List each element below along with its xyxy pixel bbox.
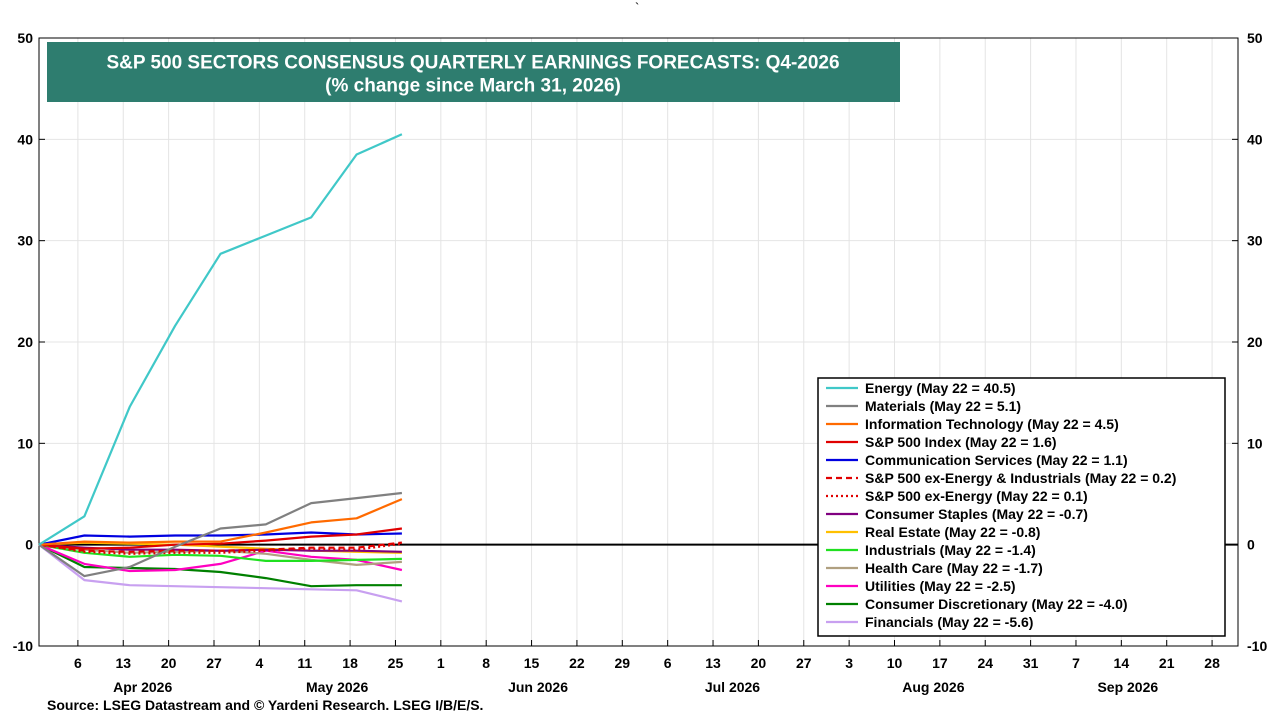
x-tick-label: 3 (845, 655, 853, 671)
x-tick-label: 7 (1072, 655, 1080, 671)
legend-entry: Communication Services (May 22 = 1.1) (865, 452, 1128, 468)
x-tick-label: 20 (161, 655, 177, 671)
y-tick-label: 50 (1247, 30, 1263, 46)
x-tick-label: 27 (206, 655, 222, 671)
x-tick-label: 13 (115, 655, 131, 671)
title-background (47, 42, 900, 102)
x-axis-months: Apr 2026 May 2026 Jun 2026 Jul 2026 Aug 2026… (113, 679, 1158, 695)
x-tick-label: 29 (615, 655, 631, 671)
x-tick-label: 25 (388, 655, 404, 671)
y-axis-right: -10 0 10 20 30 40 50 (1232, 30, 1267, 654)
x-tick-label: 28 (1204, 655, 1220, 671)
top-mark: ` (635, 0, 640, 15)
legend-entry: Energy (May 22 = 40.5) (865, 380, 1016, 396)
x-month-label: Apr 2026 (113, 679, 172, 695)
source-note: Source: LSEG Datastream and © Yardeni Re… (47, 697, 484, 713)
y-tick-label: 50 (17, 30, 33, 46)
series-line (38, 491, 403, 578)
y-tick-label: 10 (17, 435, 33, 451)
legend-entry: Consumer Staples (May 22 = -0.7) (865, 506, 1088, 522)
series-lines (38, 133, 403, 603)
legend-entry: Health Care (May 22 = -1.7) (865, 560, 1043, 576)
y-tick-label: 20 (1247, 334, 1263, 350)
legend-entry: Information Technology (May 22 = 4.5) (865, 416, 1119, 432)
legend-entry: Industrials (May 22 = -1.4) (865, 542, 1036, 558)
x-tick-label: 21 (1159, 655, 1175, 671)
x-month-label: Sep 2026 (1097, 679, 1158, 695)
legend-entry: Utilities (May 22 = -2.5) (865, 578, 1016, 594)
series-line (38, 498, 403, 546)
x-axis: 6 13 20 27 4 11 18 25 1 8 15 22 29 6 13 20 27 3 10 17 24 31 7 1… (74, 640, 1220, 671)
x-tick-label: 1 (437, 655, 445, 671)
x-tick-label: 27 (796, 655, 812, 671)
legend-box (817, 377, 1226, 637)
x-tick-label: 11 (297, 655, 312, 671)
y-tick-label: 10 (1247, 435, 1263, 451)
x-month-label: Aug 2026 (902, 679, 964, 695)
series-line (38, 531, 402, 546)
x-tick-label: 6 (664, 655, 672, 671)
legend-entry: Consumer Discretionary (May 22 = -4.0) (865, 596, 1128, 612)
legend-entry: Real Estate (May 22 = -0.8) (865, 524, 1040, 540)
legend-entry: S&P 500 ex-Energy & Industrials (May 22 … (865, 470, 1176, 486)
series-line (38, 543, 403, 603)
x-tick-label: 22 (569, 655, 585, 671)
x-tick-label: 20 (751, 655, 767, 671)
y-tick-label: -10 (1247, 638, 1267, 654)
series-line (38, 133, 403, 546)
x-tick-label: 24 (977, 655, 993, 671)
y-tick-label: 20 (17, 334, 33, 350)
y-tick-label: 30 (17, 233, 33, 249)
x-month-label: Jul 2026 (705, 679, 760, 695)
legend-entry: S&P 500 Index (May 22 = 1.6) (865, 434, 1057, 450)
y-tick-label: -10 (13, 638, 33, 654)
series-line (38, 541, 403, 553)
y-tick-label: 0 (25, 537, 33, 553)
y-tick-label: 0 (1247, 537, 1255, 553)
chart-title: S&P 500 SECTORS CONSENSUS QUARTERLY EARN… (106, 53, 839, 74)
y-tick-label: 40 (17, 131, 33, 147)
x-tick-label: 13 (705, 655, 721, 671)
x-tick-label: 6 (74, 655, 82, 671)
x-month-label: May 2026 (306, 679, 368, 695)
chart-subtitle: (% change since March 31, 2026) (325, 76, 621, 97)
x-tick-label: 10 (887, 655, 903, 671)
x-tick-label: 15 (524, 655, 540, 671)
series-line (38, 542, 403, 555)
x-tick-label: 4 (255, 655, 263, 671)
y-axis-left: -10 0 10 20 30 40 50 (13, 30, 45, 654)
legend-entry: Financials (May 22 = -5.6) (865, 614, 1033, 630)
series-line (38, 543, 402, 563)
y-tick-label: 30 (1247, 233, 1263, 249)
series-line (38, 543, 403, 573)
series-line (38, 527, 403, 550)
legend: Energy (May 22 = 40.5) Materials (May 22 … (817, 377, 1226, 637)
x-tick-label: 17 (932, 655, 948, 671)
y-tick-label: 40 (1247, 131, 1263, 147)
x-month-label: Jun 2026 (508, 679, 568, 695)
title-box: S&P 500 SECTORS CONSENSUS QUARTERLY EARN… (47, 42, 900, 102)
x-tick-label: 18 (342, 655, 358, 671)
x-tick-label: 8 (482, 655, 490, 671)
x-tick-label: 14 (1114, 655, 1130, 671)
legend-entry: S&P 500 ex-Energy (May 22 = 0.1) (865, 488, 1088, 504)
x-tick-label: 31 (1023, 655, 1039, 671)
legend-entry: Materials (May 22 = 5.1) (865, 398, 1021, 414)
